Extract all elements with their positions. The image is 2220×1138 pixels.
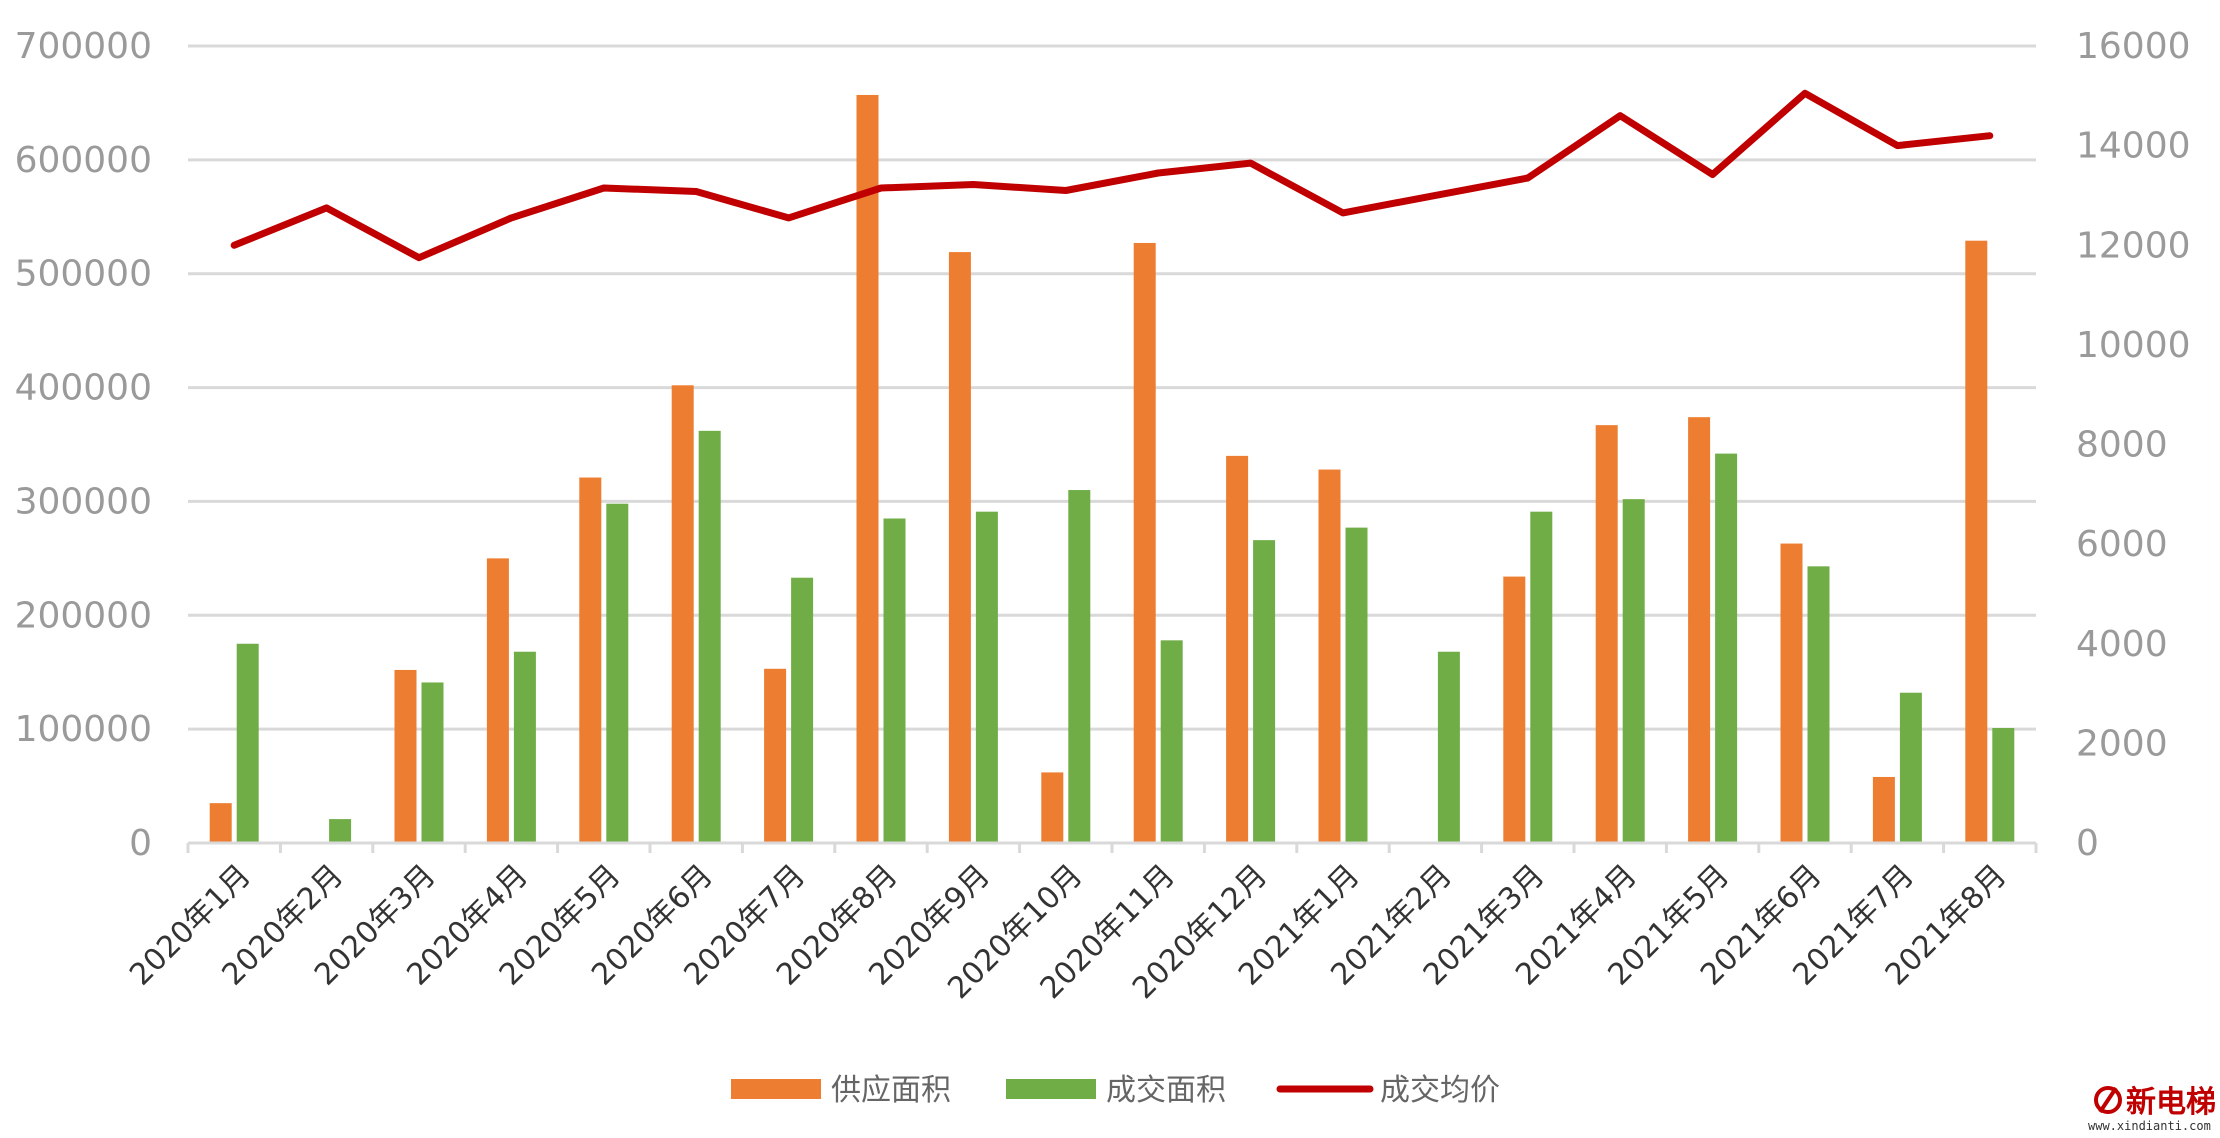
left-tick-label: 600000 <box>15 140 152 181</box>
supply-bar <box>1780 543 1803 843</box>
right-tick-label: 0 <box>2076 823 2099 864</box>
supply-bar <box>394 669 417 843</box>
x-axis-labels: 2020年1月2020年2月2020年3月2020年4月2020年5月2020年… <box>123 858 2013 1006</box>
deal-bar <box>1345 527 1368 843</box>
deal-bar <box>1715 453 1738 843</box>
supply-bar <box>856 94 879 844</box>
right-tick-label: 4000 <box>2076 624 2168 665</box>
legend-swatch <box>1006 1079 1096 1099</box>
deal-bar <box>1807 566 1830 843</box>
left-tick-label: 200000 <box>15 595 152 636</box>
left-tick-label: 0 <box>129 823 152 864</box>
price-line <box>230 89 1994 262</box>
supply-bar <box>1226 455 1249 843</box>
right-tick-label: 14000 <box>2076 126 2191 167</box>
legend-label: 供应面积 <box>831 1073 951 1108</box>
left-tick-label: 400000 <box>15 368 152 409</box>
supply-bar <box>1133 242 1156 844</box>
watermark-logo-icon <box>2094 1086 2122 1114</box>
left-tick-label: 100000 <box>15 709 152 750</box>
supply-bar <box>1503 576 1526 843</box>
right-axis-ticks: 0 2000 4000 6000 8000 10000 12000 14000 16000 <box>2076 26 2191 864</box>
deal-bar <box>1622 499 1645 843</box>
supply-bar <box>579 477 602 843</box>
deal-bar <box>1160 640 1183 843</box>
supply-bar <box>1041 772 1064 843</box>
supply-bar <box>1688 417 1711 843</box>
supply-bar <box>764 668 787 843</box>
deal-bar <box>329 819 352 843</box>
supply-bar <box>1872 776 1895 843</box>
supply-bar <box>671 385 694 843</box>
supply-bar <box>1965 240 1988 844</box>
deal-bar <box>1899 692 1922 843</box>
price-line-path <box>230 89 1994 262</box>
left-tick-label: 300000 <box>15 481 152 522</box>
legend-label: 成交均价 <box>1380 1073 1500 1108</box>
x-axis <box>186 841 2038 853</box>
deal-bar <box>1530 511 1553 843</box>
right-tick-label: 8000 <box>2076 425 2168 466</box>
bars <box>209 94 2015 844</box>
right-tick-label: 10000 <box>2076 325 2191 366</box>
right-tick-label: 2000 <box>2076 723 2168 764</box>
supply-bar <box>209 803 232 843</box>
legend-swatch <box>731 1079 821 1099</box>
deal-bar <box>791 577 814 843</box>
deal-bar <box>1992 728 2015 843</box>
deal-bar <box>1068 490 1091 843</box>
left-tick-label: 700000 <box>15 26 152 67</box>
deal-bar <box>421 682 444 843</box>
left-axis-ticks: 0 100000 200000 300000 400000 500000 600000 700… <box>15 26 152 864</box>
supply-bar <box>1318 469 1341 843</box>
right-tick-label: 12000 <box>2076 225 2191 266</box>
deal-bar <box>975 511 998 843</box>
supply-bar <box>486 558 509 843</box>
deal-bar <box>883 518 906 843</box>
legend: 供应面积 成交面积 成交均价 <box>731 1073 1500 1108</box>
left-tick-label: 500000 <box>15 254 152 295</box>
supply-bar <box>1595 425 1618 843</box>
deal-bar <box>513 651 536 843</box>
legend-label: 成交面积 <box>1106 1073 1226 1108</box>
deal-bar <box>236 643 259 843</box>
supply-bar <box>948 252 971 843</box>
deal-bar <box>1253 540 1276 843</box>
right-tick-label: 6000 <box>2076 524 2168 565</box>
deal-bar <box>698 430 721 843</box>
watermark-url: www.xindianti.com <box>2088 1119 2211 1133</box>
deal-bar <box>606 503 629 843</box>
watermark: 新电梯 www.xindianti.com <box>2088 1085 2216 1133</box>
watermark-text: 新电梯 <box>2126 1085 2216 1120</box>
right-tick-label: 16000 <box>2076 26 2191 67</box>
gridlines <box>188 44 2036 731</box>
deal-bar <box>1437 651 1460 843</box>
